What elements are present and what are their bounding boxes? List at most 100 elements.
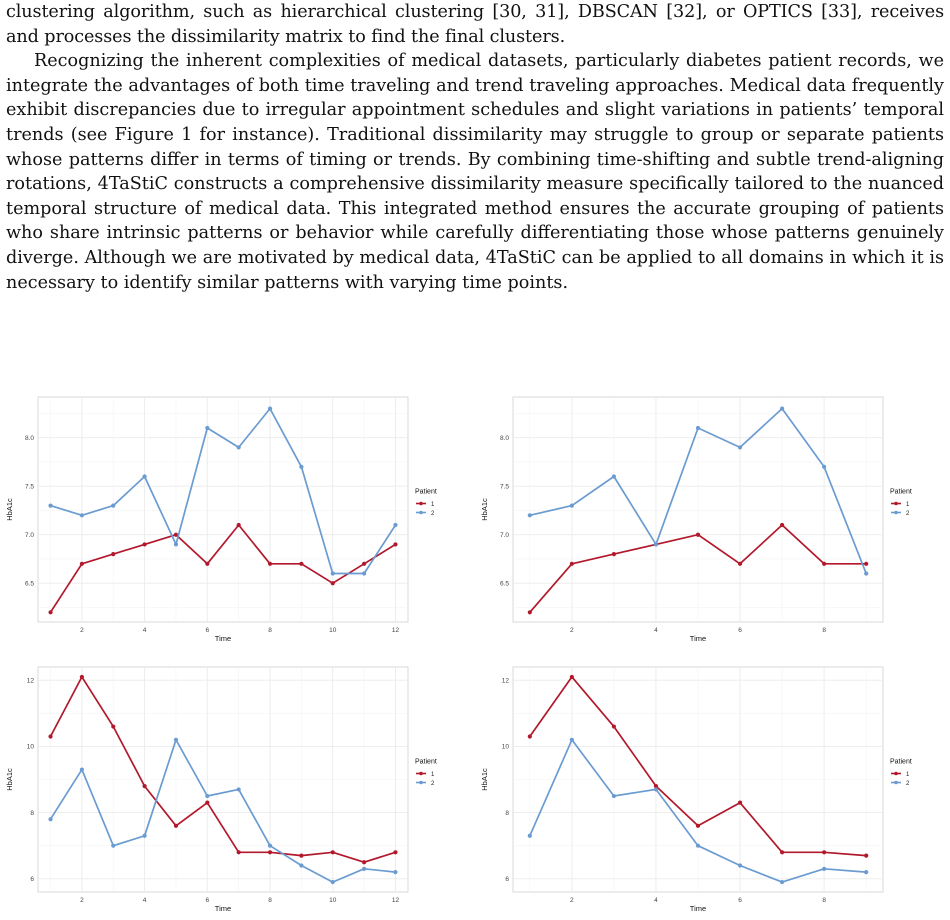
series-2-point [48,817,53,822]
y-tick-label: 7.0 [25,532,34,539]
y-axis-label: HbA1c [480,768,489,791]
y-tick-label: 8.0 [500,435,509,442]
x-tick-label: 12 [392,627,400,634]
legend-key-point [894,510,898,515]
y-tick-label: 6.5 [500,581,509,588]
y-tick-label: 8 [505,810,509,817]
series-2-point [205,425,210,431]
legend-title: Patient [890,759,912,766]
y-axis-label: HbA1c [480,498,489,521]
series-2-point [267,843,273,848]
series-2-point [173,737,179,742]
series-1-point [205,561,210,566]
x-tick-label: 2 [570,897,574,904]
series-1-point [299,561,304,566]
x-axis-label: Time [690,634,706,643]
series-2-point [695,843,701,848]
series-1-point [822,561,827,566]
x-tick-label: 6 [738,627,742,634]
legend-key-point [419,510,423,515]
series-1-point [111,552,116,557]
x-axis-label: Time [215,904,231,913]
series-2-point [695,425,701,431]
x-tick-label: 2 [80,627,84,634]
series-2-point [779,406,785,411]
series-1-point [393,542,398,547]
legend-key-point [894,771,898,776]
legend-key-point [419,501,423,506]
legend-title: Patient [415,759,437,766]
series-1-point [864,853,869,858]
y-tick-label: 7.0 [500,532,509,539]
series-1-point [569,674,574,680]
legend-label: 1 [906,502,910,508]
x-tick-label: 6 [738,897,742,904]
figure-1: 2 4 6 8 10 12 6.5 7.0 7.5 8.0 Time HbA1c Patient 1 2 2… [0,380,950,920]
series-1-point [236,850,241,855]
series-2-point [299,863,304,868]
series-2-point [79,513,84,518]
series-2-point [236,787,241,792]
series-2-point [205,793,210,799]
series-1-point [362,561,367,566]
series-2-point [569,737,574,742]
series-1-point [79,674,84,680]
series-1-point [611,552,617,557]
series-2-point [330,879,335,885]
y-tick-label: 6 [505,876,509,883]
x-tick-label: 4 [654,627,658,634]
series-2-point [527,833,532,838]
x-tick-label: 4 [143,897,147,904]
series-2-point [737,863,743,868]
series-2-point [111,503,116,508]
series-1-point [267,850,273,855]
series-1-point [173,823,179,828]
x-tick-label: 8 [822,627,826,634]
y-tick-label: 7.5 [25,484,34,491]
series-1-line [49,524,396,613]
series-2-point [48,503,53,508]
y-tick-label: 8.0 [25,435,34,442]
series-1-point [822,850,827,855]
series-1-point [737,561,743,566]
legend-key-point [894,501,898,506]
x-tick-label: 6 [206,627,210,634]
series-2-point [142,474,147,479]
y-axis-label: HbA1c [5,768,14,791]
series-2-point [236,445,241,450]
y-tick-label: 6 [30,876,34,883]
series-2-point [822,464,827,469]
series-2-point [864,571,869,576]
series-2-point [362,866,367,871]
series-1-point [611,724,617,729]
series-2-point [569,503,574,508]
y-tick-label: 8 [30,810,34,817]
x-tick-label: 8 [268,627,272,634]
series-2-point [527,513,532,518]
series-1-point [48,734,53,739]
y-tick-label: 7.5 [500,484,509,491]
series-2-point [822,866,827,871]
series-1-point [267,561,273,566]
series-1-point [393,850,398,855]
y-tick-label: 10 [502,744,510,751]
y-tick-label: 12 [502,678,510,685]
x-tick-label: 8 [822,897,826,904]
series-1-point [527,610,532,615]
series-1-point [779,850,785,855]
legend-label: 2 [431,781,435,787]
series-2-point [611,793,617,799]
series-2-point [362,571,367,576]
series-1-point [299,853,304,858]
series-2-point [299,464,304,469]
series-2-point [393,870,398,875]
legend-key-point [894,780,898,785]
series-2-point [393,522,398,528]
series-1-point [569,561,574,566]
series-1-point [527,734,532,739]
series-2-point [79,767,84,772]
series-2-line [49,738,396,883]
